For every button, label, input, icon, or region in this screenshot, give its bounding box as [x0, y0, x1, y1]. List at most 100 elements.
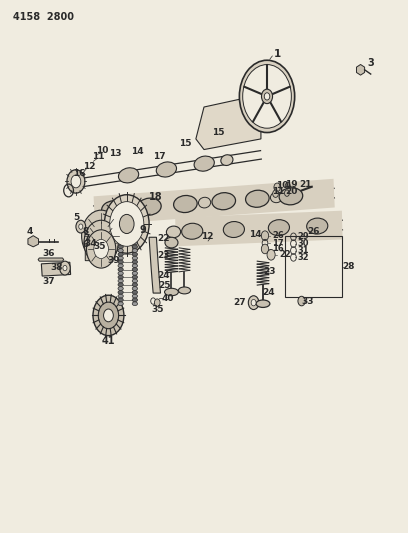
Ellipse shape [118, 226, 123, 230]
Ellipse shape [132, 249, 137, 253]
Ellipse shape [307, 218, 328, 234]
Text: 24: 24 [157, 271, 170, 279]
Ellipse shape [137, 198, 161, 215]
Ellipse shape [118, 260, 123, 264]
Ellipse shape [118, 249, 123, 253]
Circle shape [248, 296, 259, 310]
Text: 30: 30 [297, 239, 309, 248]
Ellipse shape [132, 298, 137, 302]
Circle shape [262, 89, 273, 103]
Circle shape [104, 309, 113, 322]
Text: 10: 10 [96, 146, 109, 155]
Ellipse shape [118, 241, 123, 245]
Ellipse shape [102, 201, 125, 218]
Circle shape [86, 230, 116, 268]
Text: 35: 35 [151, 304, 164, 313]
Text: 23: 23 [264, 268, 276, 276]
Circle shape [84, 220, 118, 265]
Ellipse shape [118, 222, 123, 226]
Polygon shape [85, 249, 102, 261]
Circle shape [60, 261, 70, 275]
Ellipse shape [132, 302, 137, 305]
Circle shape [239, 60, 295, 133]
Ellipse shape [132, 237, 137, 241]
Ellipse shape [198, 197, 211, 208]
Text: 17: 17 [272, 239, 284, 248]
Polygon shape [28, 236, 38, 247]
Ellipse shape [221, 155, 233, 165]
Text: 35: 35 [93, 242, 106, 251]
Ellipse shape [132, 233, 137, 237]
Text: 25: 25 [158, 280, 171, 289]
Ellipse shape [132, 264, 137, 268]
Text: 3: 3 [367, 59, 374, 68]
Ellipse shape [132, 230, 137, 233]
Ellipse shape [132, 287, 137, 290]
Text: 10: 10 [276, 181, 288, 190]
Ellipse shape [246, 190, 269, 207]
Text: 28: 28 [342, 262, 355, 271]
Polygon shape [149, 237, 160, 293]
Ellipse shape [118, 245, 123, 248]
Circle shape [91, 223, 111, 248]
Text: 11: 11 [92, 152, 104, 161]
Polygon shape [93, 179, 335, 225]
Ellipse shape [132, 222, 137, 226]
Text: 22: 22 [279, 251, 291, 260]
Circle shape [100, 248, 106, 256]
Polygon shape [41, 262, 71, 276]
Text: 7: 7 [83, 234, 89, 243]
Circle shape [243, 64, 291, 128]
Ellipse shape [118, 279, 123, 283]
Text: 12: 12 [201, 232, 213, 241]
Ellipse shape [126, 203, 139, 213]
Ellipse shape [173, 196, 197, 213]
Text: 14: 14 [131, 147, 144, 156]
Ellipse shape [118, 253, 123, 256]
Text: 1: 1 [274, 49, 281, 59]
Text: 4: 4 [27, 228, 33, 237]
Ellipse shape [118, 283, 123, 287]
Ellipse shape [118, 230, 123, 233]
Text: 23: 23 [157, 252, 170, 260]
Text: 4158  2800: 4158 2800 [13, 12, 74, 22]
Circle shape [273, 190, 278, 197]
Ellipse shape [132, 253, 137, 256]
Ellipse shape [118, 290, 123, 294]
Text: 31: 31 [297, 246, 309, 255]
Circle shape [251, 300, 256, 306]
Ellipse shape [132, 226, 137, 230]
Ellipse shape [118, 302, 123, 305]
Circle shape [264, 93, 270, 100]
Text: 24: 24 [263, 287, 275, 296]
Text: 32: 32 [297, 253, 309, 262]
Text: 19: 19 [286, 180, 298, 189]
Circle shape [110, 201, 144, 246]
Text: 26: 26 [308, 228, 320, 237]
Text: 39: 39 [107, 256, 120, 264]
Ellipse shape [118, 256, 123, 260]
Polygon shape [175, 211, 343, 246]
Circle shape [151, 298, 155, 304]
Circle shape [298, 296, 305, 306]
Ellipse shape [132, 275, 137, 279]
Text: 17: 17 [153, 152, 166, 161]
Text: 36: 36 [42, 249, 55, 258]
Polygon shape [196, 96, 261, 150]
Ellipse shape [118, 294, 123, 298]
Ellipse shape [212, 192, 235, 210]
Ellipse shape [132, 279, 137, 283]
Text: 16: 16 [73, 169, 86, 179]
Ellipse shape [118, 168, 139, 183]
Text: 40: 40 [161, 294, 174, 303]
Ellipse shape [132, 241, 137, 245]
Circle shape [82, 210, 121, 261]
Ellipse shape [118, 264, 123, 268]
Text: 14: 14 [249, 230, 262, 239]
Text: 18: 18 [149, 192, 163, 203]
Text: 34: 34 [84, 239, 97, 248]
Circle shape [105, 256, 111, 264]
Ellipse shape [156, 162, 177, 177]
Text: 29: 29 [297, 232, 309, 241]
Ellipse shape [118, 271, 123, 275]
